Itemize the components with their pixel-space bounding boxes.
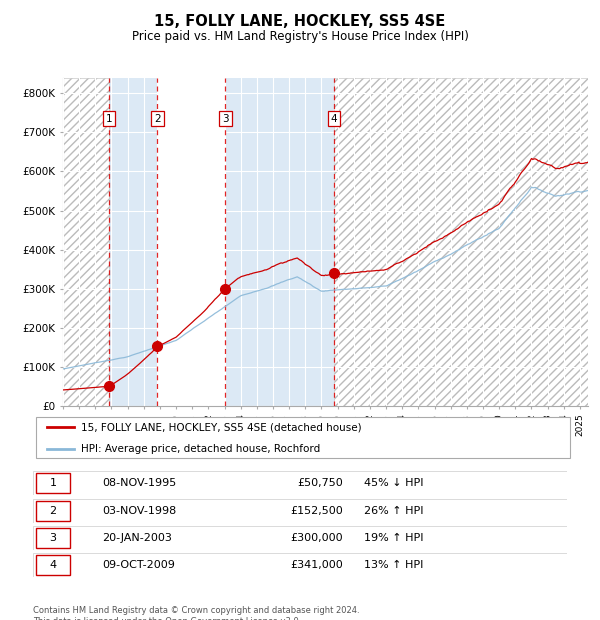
Text: 4: 4 (49, 560, 56, 570)
Bar (334, 78, 588, 406)
FancyBboxPatch shape (33, 498, 567, 523)
Text: 1: 1 (50, 479, 56, 489)
FancyBboxPatch shape (35, 473, 70, 494)
Text: £341,000: £341,000 (290, 560, 343, 570)
Text: 15, FOLLY LANE, HOCKLEY, SS5 4SE: 15, FOLLY LANE, HOCKLEY, SS5 4SE (154, 14, 446, 29)
Bar (63, 78, 109, 406)
FancyBboxPatch shape (33, 471, 567, 495)
FancyBboxPatch shape (35, 555, 70, 575)
Text: 09-OCT-2009: 09-OCT-2009 (103, 560, 175, 570)
Bar (334, 78, 588, 406)
Text: 4: 4 (331, 113, 337, 123)
Text: 20-JAN-2003: 20-JAN-2003 (103, 533, 172, 543)
Text: 2: 2 (154, 113, 161, 123)
Text: £50,750: £50,750 (297, 479, 343, 489)
Text: Price paid vs. HM Land Registry's House Price Index (HPI): Price paid vs. HM Land Registry's House … (131, 30, 469, 43)
Text: 45% ↓ HPI: 45% ↓ HPI (364, 479, 424, 489)
Text: 3: 3 (222, 113, 229, 123)
Text: 08-NOV-1995: 08-NOV-1995 (103, 479, 176, 489)
Text: 26% ↑ HPI: 26% ↑ HPI (364, 506, 424, 516)
Text: 03-NOV-1998: 03-NOV-1998 (103, 506, 176, 516)
Bar (157, 78, 226, 406)
Bar (63, 78, 109, 406)
Text: £152,500: £152,500 (290, 506, 343, 516)
Text: 1: 1 (106, 113, 112, 123)
Text: 15, FOLLY LANE, HOCKLEY, SS5 4SE (detached house): 15, FOLLY LANE, HOCKLEY, SS5 4SE (detach… (80, 422, 361, 432)
Bar (226, 78, 334, 406)
FancyBboxPatch shape (35, 528, 70, 548)
Text: 2: 2 (49, 506, 56, 516)
Text: HPI: Average price, detached house, Rochford: HPI: Average price, detached house, Roch… (80, 444, 320, 454)
Text: £300,000: £300,000 (290, 533, 343, 543)
Text: 3: 3 (50, 533, 56, 543)
Text: Contains HM Land Registry data © Crown copyright and database right 2024.
This d: Contains HM Land Registry data © Crown c… (33, 606, 359, 620)
FancyBboxPatch shape (36, 417, 570, 458)
FancyBboxPatch shape (35, 500, 70, 521)
FancyBboxPatch shape (33, 553, 567, 577)
FancyBboxPatch shape (33, 526, 567, 550)
Text: 13% ↑ HPI: 13% ↑ HPI (364, 560, 424, 570)
Text: 19% ↑ HPI: 19% ↑ HPI (364, 533, 424, 543)
Bar (109, 78, 157, 406)
